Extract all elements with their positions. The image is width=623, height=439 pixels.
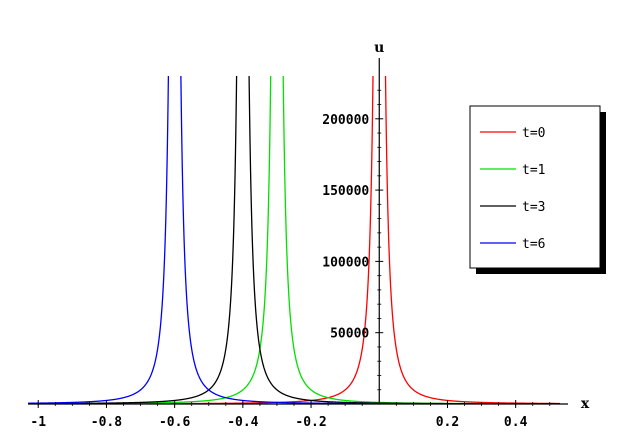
axes-group: -1 -0.8 -0.6 -0.4 -0.2 0.2 0.4 50000 100000 15000… xyxy=(28,40,590,430)
y-axis-title: u xyxy=(374,40,384,56)
legend: t=0 t=1 t=3 t=6 xyxy=(469,105,606,274)
x-tick-label: -0.2 xyxy=(295,415,326,430)
y-tick-label: 100000 xyxy=(322,255,369,270)
legend-box xyxy=(469,105,601,269)
legend-label-t=1: t=1 xyxy=(522,163,545,178)
x-tick-label: -0.8 xyxy=(91,415,122,430)
legend-label-t=0: t=0 xyxy=(522,126,545,141)
y-tick-label: 50000 xyxy=(330,327,369,342)
y-tick-label: 200000 xyxy=(322,113,369,128)
x-tick-label: -0.4 xyxy=(227,415,258,430)
y-tick-label: 150000 xyxy=(322,184,369,199)
x-tick-label: 0.4 xyxy=(504,415,528,430)
legend-label-t=3: t=3 xyxy=(522,200,545,215)
x-axis-title: x xyxy=(581,396,590,412)
x-tick-label: 0.2 xyxy=(436,415,459,430)
x-tick-label: -1 xyxy=(30,415,46,430)
x-tick-label: -0.6 xyxy=(159,415,190,430)
legend-label-t=6: t=6 xyxy=(522,237,545,252)
